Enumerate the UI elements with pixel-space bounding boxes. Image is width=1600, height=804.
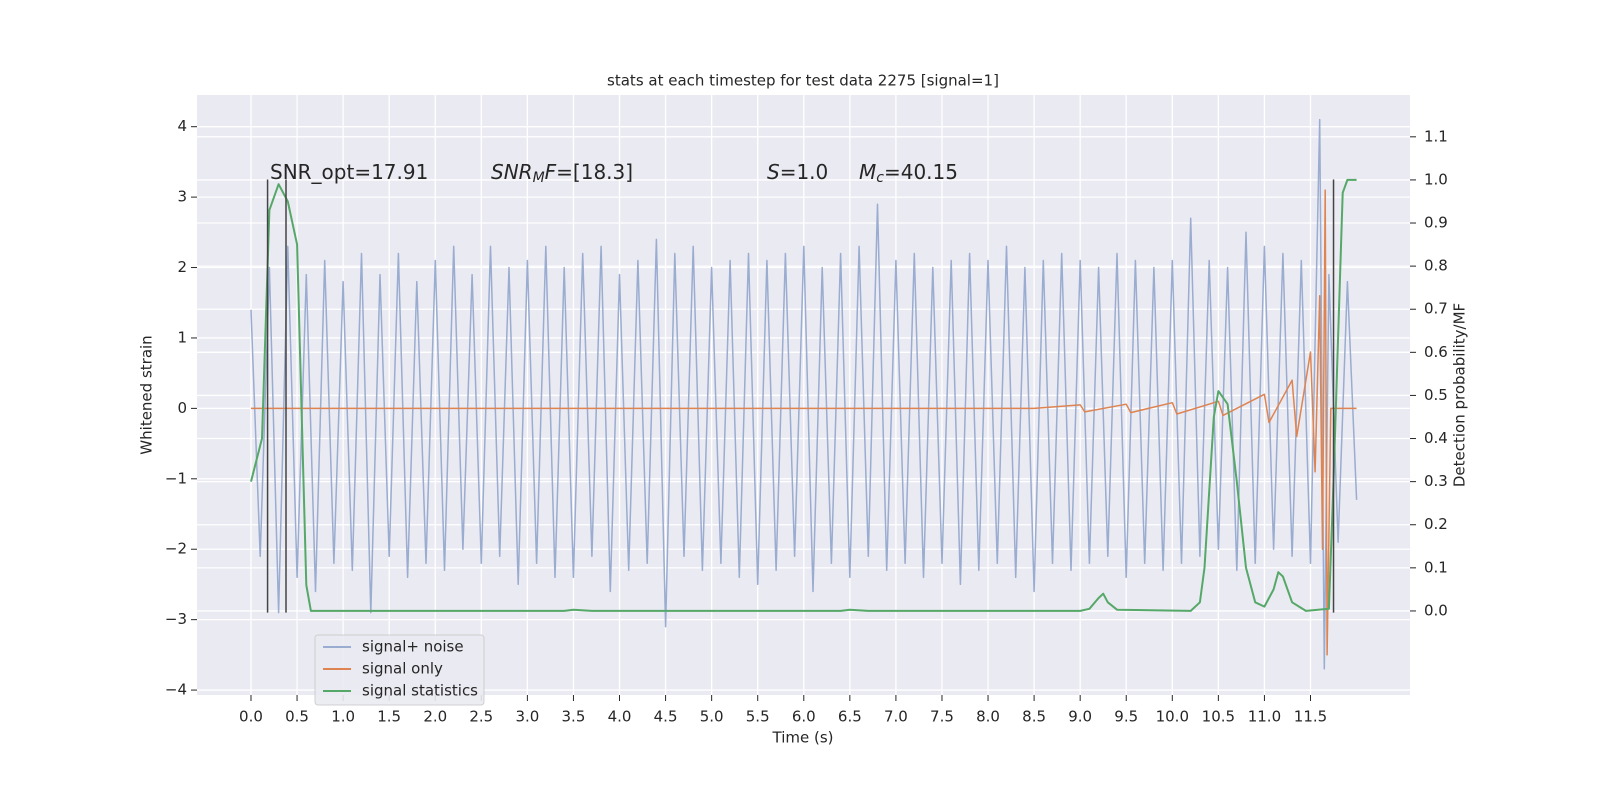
annotation-part: M	[859, 160, 876, 184]
y2-axis-label: Detection probability/MF	[1451, 303, 1469, 487]
legend-label: signal only	[362, 660, 443, 678]
y2-tick-label: 0.8	[1424, 257, 1448, 275]
y-tick-label: 2	[177, 258, 187, 276]
y2-tick-label: 0.2	[1424, 515, 1448, 533]
x-tick-label: 3.0	[515, 708, 539, 726]
x-tick-label: 5.5	[746, 708, 770, 726]
x-tick-label: 1.0	[331, 708, 355, 726]
annotation-part: M	[533, 170, 545, 186]
y2-tick-label: 0.9	[1424, 214, 1448, 232]
y-tick-label: 1	[177, 328, 187, 346]
x-axis-label: Time (s)	[772, 729, 834, 747]
y-tick-label: −4	[165, 681, 187, 699]
x-tick-label: 10.0	[1156, 708, 1189, 726]
annotation-part: c	[876, 170, 884, 186]
x-tick-label: 7.0	[884, 708, 908, 726]
y2-tick-label: 0.4	[1424, 429, 1448, 447]
x-tick-label: 2.0	[423, 708, 447, 726]
annotation-part: =40.15	[884, 160, 958, 184]
x-tick-label: 11.5	[1294, 708, 1327, 726]
annotation-part: SNR	[491, 160, 533, 184]
y-tick-label: 4	[177, 117, 187, 135]
legend-label: signal statistics	[362, 682, 478, 700]
y2-tick-label: 0.3	[1424, 472, 1448, 490]
series-line	[250, 118, 1358, 670]
annotation: S=1.0	[767, 160, 828, 184]
series-line	[251, 189, 1357, 656]
annotation-part: S	[767, 160, 780, 184]
y2-tick-label: 0.5	[1424, 386, 1448, 404]
annotation-part: =1.0	[780, 160, 829, 184]
y-tick-label: −2	[165, 540, 187, 558]
y2-tick-label: 0.1	[1424, 558, 1448, 576]
x-tick-label: 4.0	[608, 708, 632, 726]
y-tick-label: −1	[165, 469, 187, 487]
x-tick-label: 9.5	[1114, 708, 1138, 726]
y-tick-label: 0	[177, 399, 187, 417]
x-tick-label: 6.5	[838, 708, 862, 726]
x-tick-label: 11.0	[1248, 708, 1281, 726]
y-tick-label: −3	[165, 610, 187, 628]
x-tick-label: 0.0	[239, 708, 263, 726]
annotation: SNR_opt=17.91	[270, 160, 428, 184]
x-tick-label: 2.5	[469, 708, 493, 726]
x-tick-label: 5.0	[700, 708, 724, 726]
annotation: Mc=40.15	[859, 160, 958, 187]
chart-title: stats at each timestep for test data 227…	[607, 72, 999, 90]
annotation-part: F	[545, 160, 557, 184]
legend-box	[314, 634, 485, 706]
y2-tick-label: 1.0	[1424, 170, 1448, 188]
x-tick-label: 9.0	[1068, 708, 1092, 726]
annotation-part: SNR_opt=17.91	[270, 160, 428, 184]
x-tick-label: 4.5	[654, 708, 678, 726]
y2-tick-label: 1.1	[1424, 127, 1448, 145]
x-tick-label: 7.5	[930, 708, 954, 726]
y-axis-label: Whitened strain	[138, 335, 156, 454]
legend-label: signal+ noise	[362, 638, 464, 656]
x-tick-label: 10.5	[1202, 708, 1235, 726]
y-tick-label: 3	[177, 188, 187, 206]
series-line	[250, 178, 1357, 612]
x-tick-label: 8.0	[976, 708, 1000, 726]
y2-tick-label: 0.0	[1424, 601, 1448, 619]
x-tick-label: 0.5	[285, 708, 309, 726]
x-tick-label: 1.5	[377, 708, 401, 726]
x-tick-label: 8.5	[1022, 708, 1046, 726]
y2-tick-label: 0.6	[1424, 343, 1448, 361]
annotation-part: =[18.3]	[556, 160, 633, 184]
x-tick-label: 3.5	[562, 708, 586, 726]
annotation: SNRMF=[18.3]	[491, 160, 633, 187]
y2-tick-label: 0.7	[1424, 300, 1448, 318]
x-tick-label: 6.0	[792, 708, 816, 726]
